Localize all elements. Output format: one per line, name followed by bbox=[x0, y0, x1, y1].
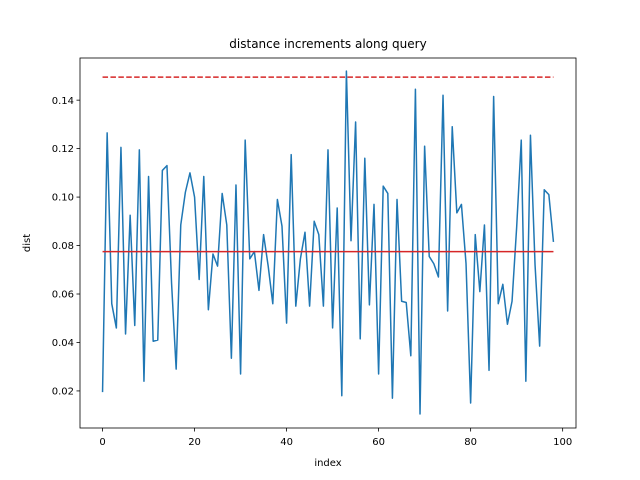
y-tick-label: 0.12 bbox=[52, 144, 74, 155]
x-tick-label: 100 bbox=[553, 437, 572, 448]
chart-title: distance increments along query bbox=[229, 37, 426, 51]
x-tick-label: 80 bbox=[464, 437, 477, 448]
x-tick-label: 40 bbox=[280, 437, 293, 448]
y-axis-label: dist bbox=[22, 234, 33, 252]
series-line-0 bbox=[101, 70, 555, 415]
y-tick-label: 0.08 bbox=[52, 241, 74, 252]
x-tick-label: 20 bbox=[188, 437, 201, 448]
y-tick-label: 0.10 bbox=[52, 193, 74, 204]
x-tick-label: 60 bbox=[372, 437, 385, 448]
y-tick-label: 0.06 bbox=[52, 290, 74, 301]
axes-frame bbox=[79, 57, 577, 429]
plot-area bbox=[101, 70, 555, 415]
y-tick-label: 0.04 bbox=[52, 338, 74, 349]
y-tick-label: 0.02 bbox=[52, 387, 74, 398]
x-tick-label: 0 bbox=[99, 437, 105, 448]
x-axis-ticks: 0 20 40 60 80 100 bbox=[99, 428, 572, 448]
x-axis-label: index bbox=[314, 458, 341, 469]
y-tick-label: 0.14 bbox=[52, 96, 74, 107]
y-axis-ticks: 0.02 0.04 0.06 0.08 0.10 0.12 0.14 bbox=[52, 96, 80, 398]
